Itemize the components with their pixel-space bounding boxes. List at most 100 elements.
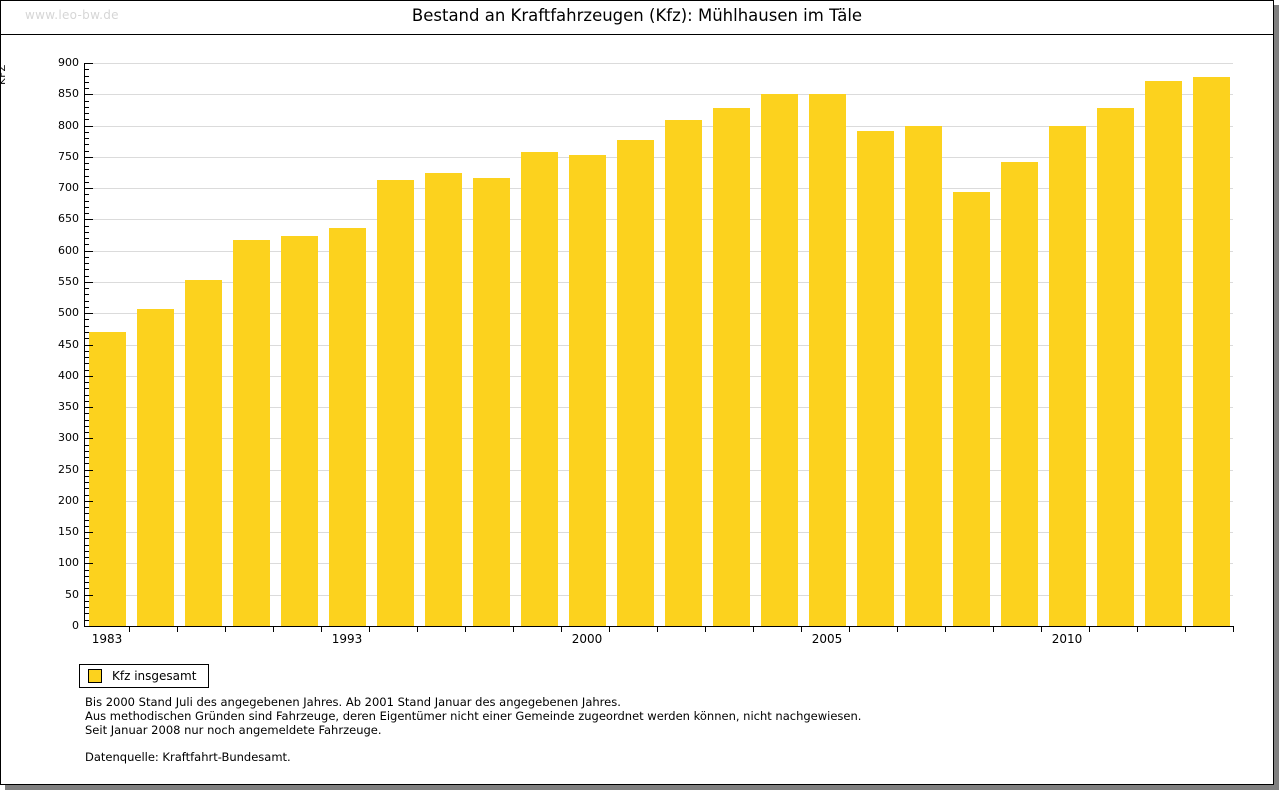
data-source: Datenquelle: Kraftfahrt-Bundesamt. xyxy=(85,750,291,764)
y-minor-tick xyxy=(85,488,89,490)
y-minor-tick xyxy=(85,444,89,446)
y-minor-tick xyxy=(85,288,89,290)
y-major-tick xyxy=(85,344,93,346)
y-minor-tick xyxy=(85,369,89,371)
x-axis-line xyxy=(84,626,1234,627)
y-tick-label: 500 xyxy=(58,306,79,320)
y-minor-tick xyxy=(85,263,89,265)
y-major-tick xyxy=(85,594,93,596)
y-major-tick xyxy=(85,407,93,409)
y-minor-tick xyxy=(85,69,89,71)
y-minor-tick xyxy=(85,231,89,233)
x-axis-tick xyxy=(129,627,130,632)
y-tick-label: 300 xyxy=(58,431,79,445)
y-minor-tick xyxy=(85,557,89,559)
y-tick-label: 200 xyxy=(58,493,79,507)
chart-title-bar: www.leo-bw.de Bestand an Kraftfahrzeugen… xyxy=(1,1,1273,35)
y-minor-tick xyxy=(85,619,89,621)
y-minor-tick xyxy=(85,331,89,333)
y-minor-tick xyxy=(85,325,89,327)
y-minor-tick xyxy=(85,432,89,434)
x-axis-tick xyxy=(321,627,322,632)
y-minor-tick xyxy=(85,463,89,465)
y-gridline xyxy=(85,563,1233,565)
y-gridline xyxy=(85,63,1233,64)
y-tick-label: 800 xyxy=(58,118,79,132)
bar xyxy=(1049,125,1086,626)
y-minor-tick xyxy=(85,275,89,277)
y-minor-tick xyxy=(85,482,89,484)
y-minor-tick xyxy=(85,400,89,402)
bar xyxy=(905,126,942,626)
y-gridline xyxy=(85,594,1233,596)
y-minor-tick xyxy=(85,613,89,615)
y-major-tick xyxy=(85,125,93,127)
y-minor-tick xyxy=(85,244,89,246)
y-tick-label: 650 xyxy=(58,212,79,226)
x-axis-tick xyxy=(609,627,610,632)
y-minor-tick xyxy=(85,175,89,177)
legend: Kfz insgesamt xyxy=(79,664,210,688)
y-major-tick xyxy=(85,532,93,534)
bar xyxy=(713,108,750,626)
y-gridline xyxy=(85,500,1233,502)
y-major-tick xyxy=(85,156,93,158)
y-minor-tick xyxy=(85,144,89,146)
y-minor-tick xyxy=(85,363,89,365)
y-tick-label: 450 xyxy=(58,337,79,351)
x-axis-tick xyxy=(945,627,946,632)
x-axis-tick xyxy=(417,627,418,632)
y-gridline xyxy=(85,344,1233,346)
x-axis-tick xyxy=(801,627,802,632)
y-major-tick xyxy=(85,281,93,283)
y-minor-tick xyxy=(85,569,89,571)
y-minor-tick xyxy=(85,550,89,552)
y-minor-tick xyxy=(85,544,89,546)
x-axis-tick xyxy=(513,627,514,632)
y-gridline xyxy=(85,125,1233,127)
y-major-tick xyxy=(85,313,93,315)
y-gridline xyxy=(85,438,1233,440)
y-gridline xyxy=(85,469,1233,471)
footnote-line-3: Seit Januar 2008 nur noch angemeldete Fa… xyxy=(85,723,382,737)
y-major-tick xyxy=(85,94,93,96)
y-minor-tick xyxy=(85,294,89,296)
footnote-line-1: Bis 2000 Stand Juli des angegebenen Jahr… xyxy=(85,695,621,709)
watermark-text: www.leo-bw.de xyxy=(25,8,119,22)
y-minor-tick xyxy=(85,607,89,609)
y-minor-tick xyxy=(85,100,89,102)
x-axis-tick xyxy=(465,627,466,632)
y-gridline xyxy=(85,219,1233,221)
y-minor-tick xyxy=(85,450,89,452)
y-major-tick xyxy=(85,469,93,471)
y-tick-label: 100 xyxy=(58,556,79,570)
y-minor-tick xyxy=(85,200,89,202)
y-tick-label: 150 xyxy=(58,525,79,539)
x-axis-tick xyxy=(561,627,562,632)
y-minor-tick xyxy=(85,75,89,77)
x-axis-tick xyxy=(1041,627,1042,632)
y-tick-label: 700 xyxy=(58,181,79,195)
y-minor-tick xyxy=(85,131,89,133)
y-tick-label: 750 xyxy=(58,149,79,163)
y-minor-tick xyxy=(85,475,89,477)
x-axis-tick xyxy=(177,627,178,632)
y-gridline xyxy=(85,250,1233,252)
y-major-tick xyxy=(85,375,93,377)
y-minor-tick xyxy=(85,507,89,509)
x-axis-tick xyxy=(849,627,850,632)
bar xyxy=(377,179,414,626)
bar xyxy=(137,309,174,626)
y-minor-tick xyxy=(85,382,89,384)
y-minor-tick xyxy=(85,425,89,427)
y-minor-tick xyxy=(85,113,89,115)
y-minor-tick xyxy=(85,525,89,527)
y-minor-tick xyxy=(85,357,89,358)
y-minor-tick xyxy=(85,225,89,227)
y-minor-tick xyxy=(85,582,89,584)
y-minor-tick xyxy=(85,194,89,196)
y-minor-tick xyxy=(85,588,89,590)
x-tick-label: 2010 xyxy=(1051,632,1083,646)
bar xyxy=(1193,76,1230,626)
